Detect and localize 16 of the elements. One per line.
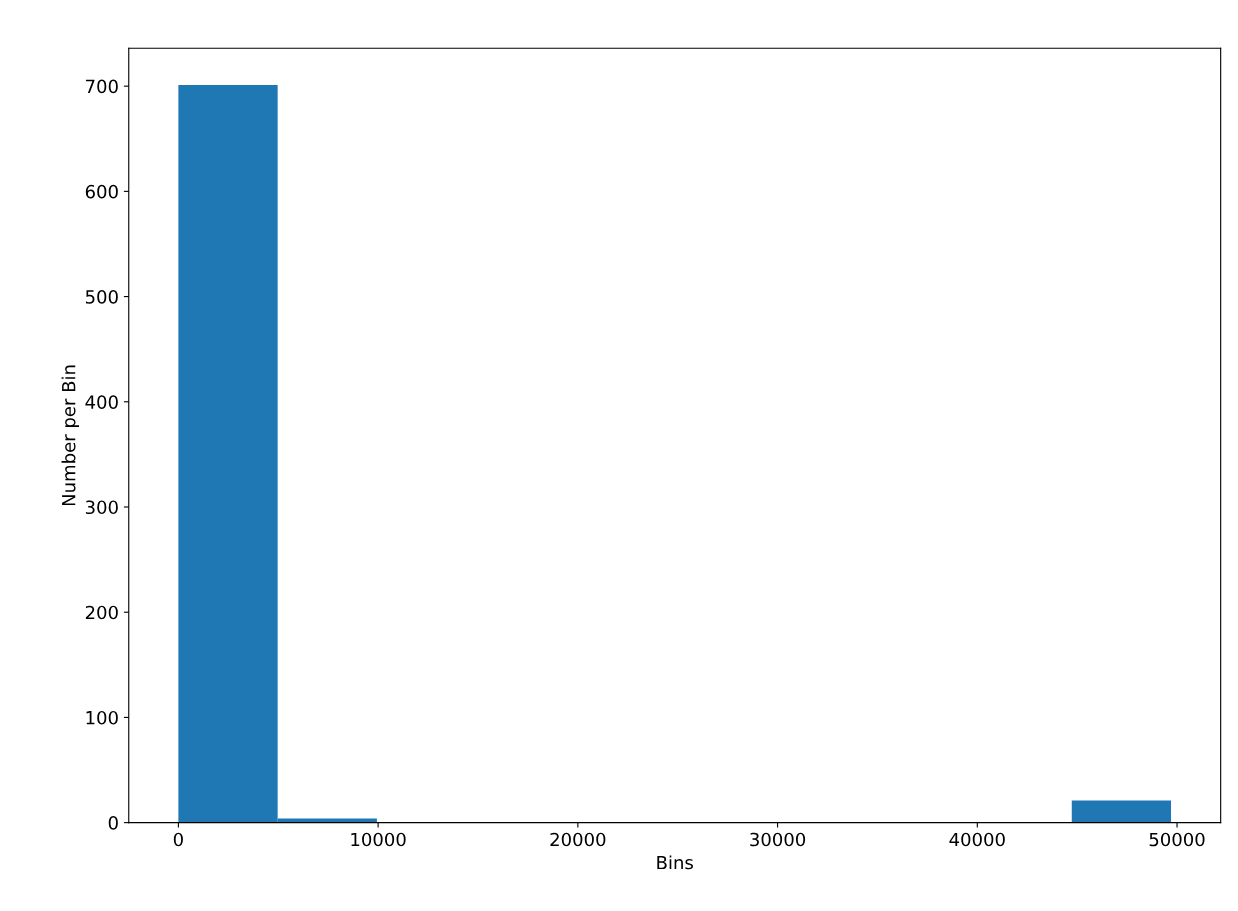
x-tick-label: 50000 — [1149, 832, 1205, 847]
y-tick-label: 200 — [85, 605, 118, 620]
y-tick-label: 0 — [108, 816, 118, 830]
x-tick-label: 10000 — [351, 832, 406, 847]
y-tick-label: 400 — [85, 395, 118, 409]
y-tick-label: 300 — [85, 500, 118, 515]
x-axis-title: Bins — [657, 855, 693, 870]
y-tick-label: 100 — [86, 710, 118, 725]
y-tick-label: 700 — [86, 79, 118, 94]
x-tick-label: 30000 — [750, 832, 806, 847]
y-tick-label: 600 — [85, 184, 118, 199]
x-tick-label: 0 — [173, 832, 183, 847]
x-tick-label: 20000 — [550, 832, 606, 847]
x-tick-label: 40000 — [949, 832, 1005, 847]
y-tick-label: 500 — [85, 290, 118, 304]
y-axis-title: Number per Bin — [61, 365, 80, 506]
